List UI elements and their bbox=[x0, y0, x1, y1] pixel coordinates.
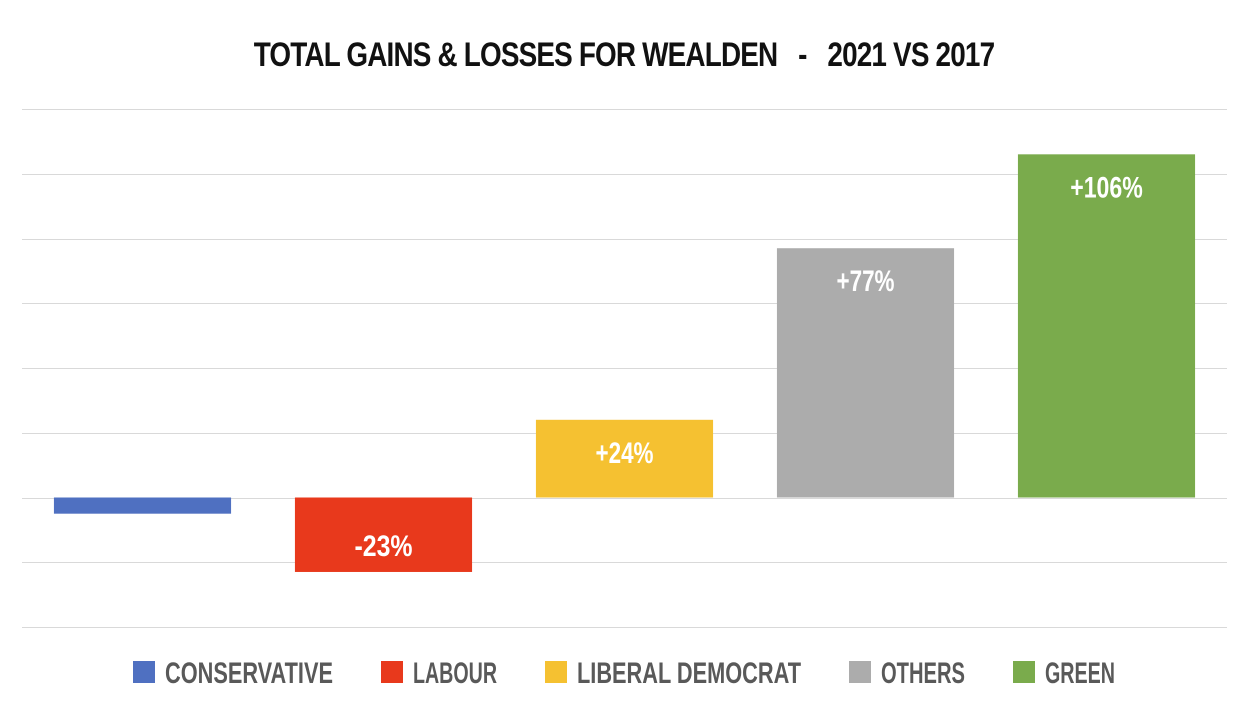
bar-green bbox=[1017, 154, 1196, 498]
legend-swatch bbox=[849, 661, 871, 683]
legend-swatch bbox=[545, 661, 567, 683]
data-label: +106% bbox=[1070, 171, 1143, 204]
legend-swatch bbox=[133, 661, 155, 683]
legend-label: CONSERVATIVE bbox=[165, 657, 333, 690]
data-label: +24% bbox=[596, 437, 654, 470]
data-labels: -5% -23% +24% +77% +106% bbox=[121, 171, 1143, 563]
data-label: -5% bbox=[121, 515, 165, 548]
bar-others bbox=[776, 248, 955, 498]
legend-label: LIBERAL DEMOCRAT bbox=[577, 657, 801, 690]
bar-liberal-democrat bbox=[535, 419, 714, 498]
legend-swatch bbox=[381, 661, 403, 683]
legend-label: LABOUR bbox=[413, 657, 497, 690]
bars bbox=[53, 154, 1196, 572]
data-label: -23% bbox=[355, 530, 413, 563]
legend: CONSERVATIVE LABOUR LIBERAL DEMOCRAT OTHERS… bbox=[133, 657, 1115, 690]
data-label: +77% bbox=[837, 265, 895, 298]
legend-label: GREEN bbox=[1045, 657, 1115, 690]
legend-swatch bbox=[1013, 661, 1035, 683]
bar-conservative bbox=[53, 497, 232, 514]
legend-label: OTHERS bbox=[881, 657, 965, 690]
chart-title: TOTAL GAINS & LOSSES FOR WEALDEN - 2021 … bbox=[253, 36, 995, 74]
bar-labour bbox=[294, 497, 473, 572]
